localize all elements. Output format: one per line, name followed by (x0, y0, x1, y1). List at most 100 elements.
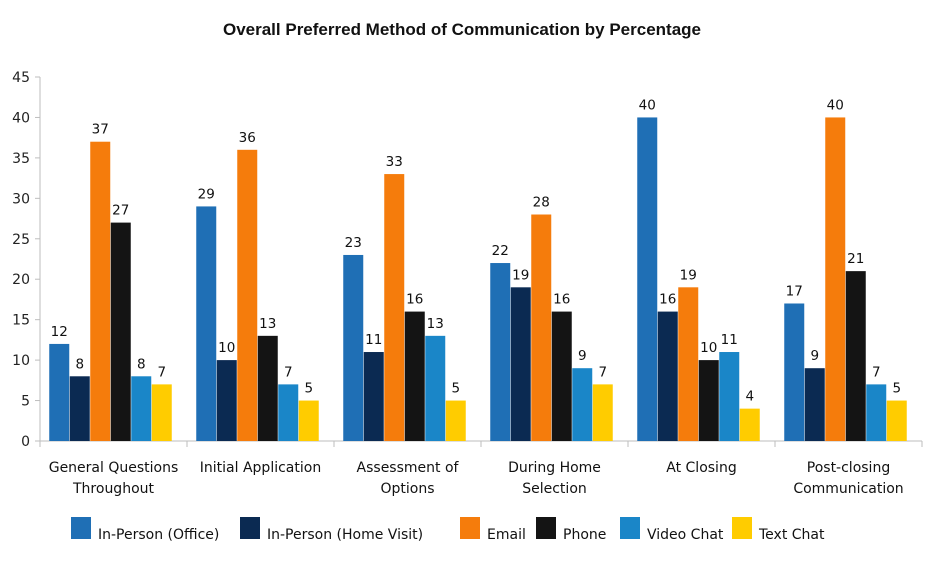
bar (278, 384, 299, 441)
y-tick-label: 30 (12, 191, 30, 207)
data-label: 21 (847, 251, 864, 267)
data-label: 7 (284, 364, 293, 380)
bar (510, 287, 531, 441)
y-tick-label: 25 (12, 232, 30, 248)
bar (131, 376, 152, 441)
data-label: 11 (365, 332, 382, 348)
y-tick-label: 15 (12, 313, 30, 329)
data-label: 40 (827, 97, 844, 113)
data-label: 29 (198, 186, 215, 202)
bar (490, 263, 511, 441)
bar (49, 343, 70, 441)
data-label: 8 (75, 356, 84, 372)
y-tick-label: 0 (21, 434, 30, 450)
data-labels: 1283727872910361375231133161352219281697… (51, 97, 901, 404)
bar (425, 335, 446, 441)
bar (445, 400, 466, 441)
data-label: 8 (137, 356, 146, 372)
bar (110, 222, 131, 441)
data-label: 5 (451, 381, 460, 397)
bar (257, 335, 278, 441)
data-label: 40 (639, 97, 656, 113)
data-label: 10 (700, 340, 717, 356)
legend-swatch (240, 517, 260, 539)
bar (719, 352, 740, 441)
bar (678, 287, 699, 441)
data-label: 19 (512, 267, 529, 283)
chart-title: Overall Preferred Method of Communicatio… (223, 20, 701, 39)
category-label: Initial Application (200, 460, 321, 476)
data-label: 16 (553, 292, 570, 308)
legend-swatch (460, 517, 480, 539)
data-label: 28 (533, 195, 550, 211)
bar (866, 384, 887, 441)
category-label-line: At Closing (666, 460, 736, 476)
bar (572, 368, 593, 441)
bar (637, 117, 658, 441)
bar (151, 384, 172, 441)
bar (404, 311, 425, 441)
bar (90, 141, 111, 441)
category-label-line: Selection (522, 481, 587, 497)
data-label: 33 (386, 154, 403, 170)
bar (739, 408, 760, 441)
legend-label: Email (487, 527, 526, 543)
legend-label: Video Chat (647, 527, 724, 543)
data-label: 12 (51, 324, 68, 340)
bar (531, 214, 552, 441)
data-label: 5 (304, 381, 313, 397)
bar (698, 360, 719, 441)
y-tick-label: 35 (12, 151, 30, 167)
category-label-line: General Questions (49, 460, 179, 476)
data-label: 17 (786, 283, 803, 299)
data-label: 10 (218, 340, 235, 356)
data-label: 5 (892, 381, 901, 397)
category-label-line: Throughout (72, 481, 155, 497)
bar (363, 352, 384, 441)
legend: In-Person (Office) In-Person (Home Visit)… (71, 517, 825, 543)
legend-swatch (620, 517, 640, 539)
legend-swatch (536, 517, 556, 539)
data-label: 4 (745, 389, 754, 405)
data-label: 23 (345, 235, 362, 251)
bar (825, 117, 846, 441)
legend-label: Phone (563, 527, 606, 543)
category-label: General Questions Throughout (49, 460, 179, 497)
category-label-line: Post-closing (807, 460, 890, 476)
y-tick-label: 40 (12, 110, 30, 126)
category-label: At Closing (666, 460, 736, 476)
data-label: 7 (157, 364, 166, 380)
bar (784, 303, 805, 441)
category-label-line: Options (380, 481, 434, 497)
data-label: 16 (659, 292, 676, 308)
data-label: 27 (112, 203, 129, 219)
legend-label: In-Person (Office) (98, 527, 219, 543)
category-labels: General Questions Throughout Initial Appli… (49, 460, 904, 497)
legend-swatch (732, 517, 752, 539)
bar (237, 149, 258, 442)
legend-swatch (71, 517, 91, 539)
data-label: 37 (92, 122, 109, 138)
bar (804, 368, 825, 441)
bar (343, 254, 364, 441)
category-label-line: During Home (508, 460, 601, 476)
category-label-line: Communication (793, 481, 903, 497)
y-tick-label: 5 (21, 394, 30, 410)
bar (196, 206, 217, 441)
category-label: During Home Selection (508, 460, 601, 497)
bar (298, 400, 319, 441)
bar (886, 400, 907, 441)
data-label: 19 (680, 267, 697, 283)
data-label: 13 (259, 316, 276, 332)
y-tick-label: 10 (12, 353, 30, 369)
category-label: Assessment of Options (357, 460, 460, 497)
bar (384, 174, 405, 441)
data-label: 9 (578, 348, 587, 364)
data-label: 36 (239, 130, 256, 146)
legend-label: In-Person (Home Visit) (267, 527, 423, 543)
y-tick-label: 20 (12, 272, 30, 288)
category-label: Post-closing Communication (793, 460, 903, 497)
category-label-line: Assessment of (357, 460, 460, 476)
data-label: 7 (872, 364, 881, 380)
